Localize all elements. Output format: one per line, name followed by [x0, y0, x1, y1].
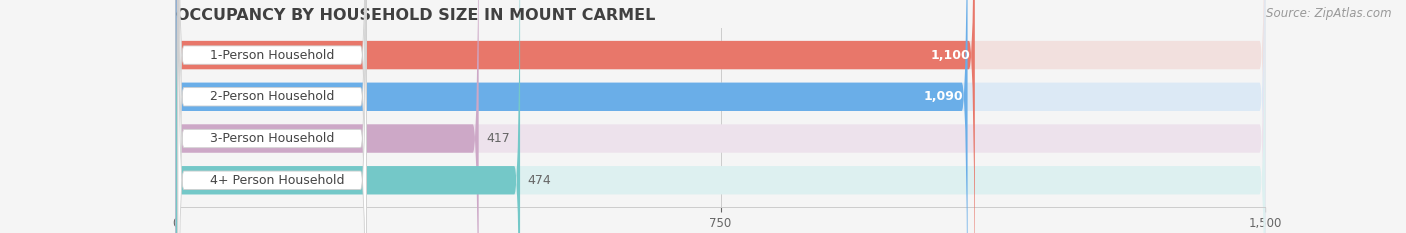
FancyBboxPatch shape [179, 0, 367, 233]
Text: 4+ Person Household: 4+ Person Household [209, 174, 344, 187]
Text: 474: 474 [527, 174, 551, 187]
FancyBboxPatch shape [179, 0, 367, 233]
Text: 417: 417 [486, 132, 510, 145]
Text: Source: ZipAtlas.com: Source: ZipAtlas.com [1267, 7, 1392, 20]
FancyBboxPatch shape [176, 0, 967, 233]
FancyBboxPatch shape [179, 0, 367, 233]
Text: 1-Person Household: 1-Person Household [209, 48, 335, 62]
FancyBboxPatch shape [176, 0, 974, 233]
Text: 3-Person Household: 3-Person Household [209, 132, 335, 145]
FancyBboxPatch shape [176, 0, 1265, 233]
FancyBboxPatch shape [179, 0, 367, 233]
FancyBboxPatch shape [176, 0, 1265, 233]
Text: 2-Person Household: 2-Person Household [209, 90, 335, 103]
FancyBboxPatch shape [176, 0, 478, 233]
Text: 1,090: 1,090 [924, 90, 963, 103]
Text: OCCUPANCY BY HOUSEHOLD SIZE IN MOUNT CARMEL: OCCUPANCY BY HOUSEHOLD SIZE IN MOUNT CAR… [176, 8, 655, 23]
FancyBboxPatch shape [176, 0, 1265, 233]
Text: 1,100: 1,100 [931, 48, 970, 62]
FancyBboxPatch shape [176, 0, 1265, 233]
FancyBboxPatch shape [176, 0, 520, 233]
